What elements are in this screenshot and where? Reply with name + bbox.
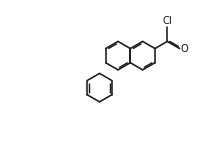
- Text: O: O: [180, 43, 188, 54]
- Text: Cl: Cl: [162, 16, 172, 26]
